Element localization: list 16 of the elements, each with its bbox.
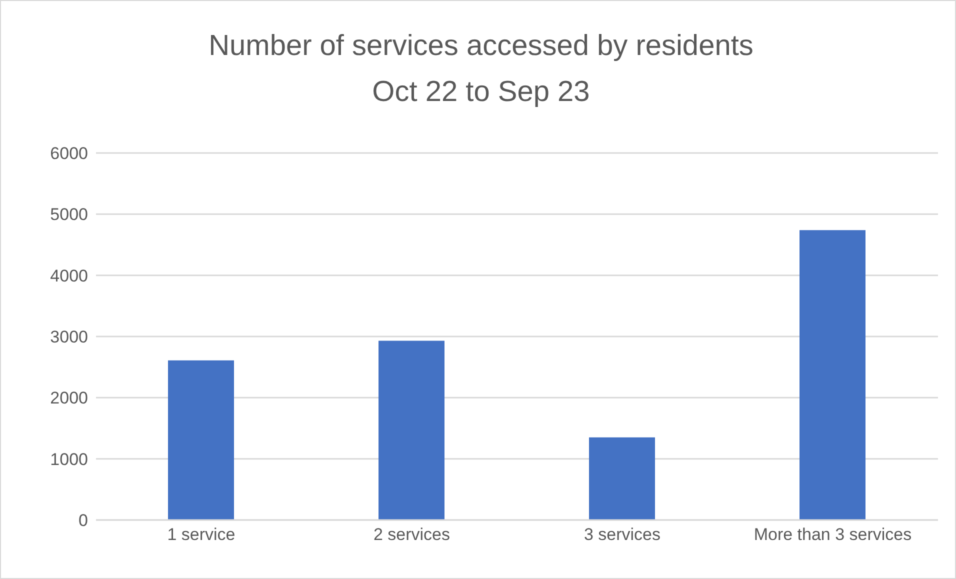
y-tick-label: 4000 — [50, 266, 88, 286]
y-tick-label: 3000 — [50, 328, 88, 347]
bar — [589, 437, 655, 520]
x-tick-label: More than 3 services — [754, 525, 912, 544]
y-tick-label: 1000 — [50, 450, 88, 469]
bar — [800, 230, 866, 520]
x-tick-label: 3 services — [584, 525, 661, 544]
y-tick-label: 5000 — [50, 205, 88, 224]
bar — [378, 340, 444, 520]
y-tick-label: 0 — [78, 511, 88, 530]
y-tick-label: 2000 — [50, 388, 88, 408]
y-tick-label: 6000 — [50, 144, 88, 164]
chart-title: Number of services accessed by residents Oct 22 to Sep 23 — [208, 29, 754, 110]
x-tick-label: 2 services — [373, 525, 450, 544]
x-tick-label: 1 service — [167, 525, 236, 544]
bar — [168, 360, 234, 520]
